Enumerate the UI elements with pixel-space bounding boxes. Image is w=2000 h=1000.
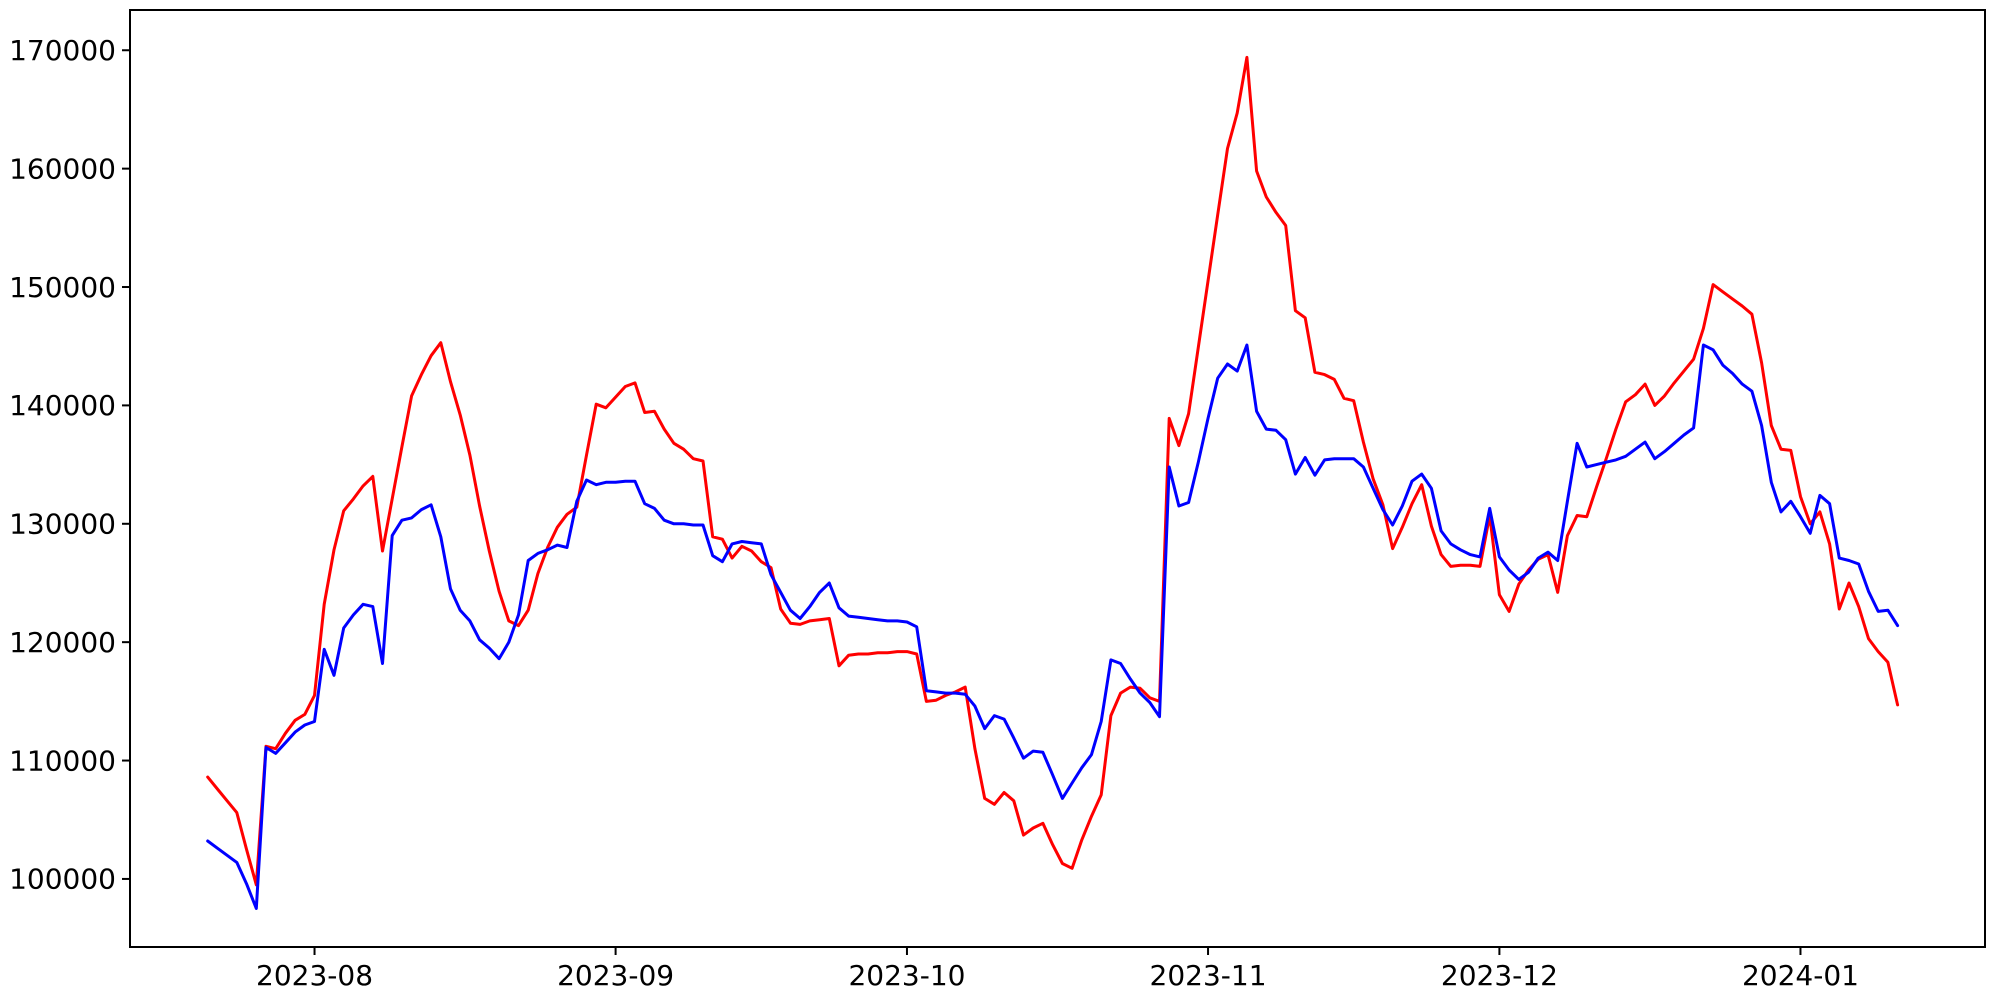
x-tick-label: 2023-10 (848, 959, 965, 992)
x-tick-label: 2023-12 (1441, 959, 1558, 992)
y-tick-label: 140000 (9, 389, 116, 422)
plot-spines (129, 9, 1986, 948)
x-tick-label: 2023-09 (557, 959, 674, 992)
x-tick-label: 2024-01 (1742, 959, 1859, 992)
red-series-line (206, 55, 1900, 887)
y-tick-label: 100000 (9, 863, 116, 896)
y-tick-label: 120000 (9, 626, 116, 659)
y-tick-label: 110000 (9, 744, 116, 777)
y-tick-label: 130000 (9, 508, 116, 541)
x-tick-label: 2023-08 (256, 959, 373, 992)
y-tick-label: 150000 (9, 271, 116, 304)
y-tick-label: 170000 (9, 34, 116, 67)
x-tick-label: 2023-11 (1150, 959, 1267, 992)
y-tick-label: 160000 (9, 152, 116, 185)
blue-series-line (206, 343, 1900, 910)
